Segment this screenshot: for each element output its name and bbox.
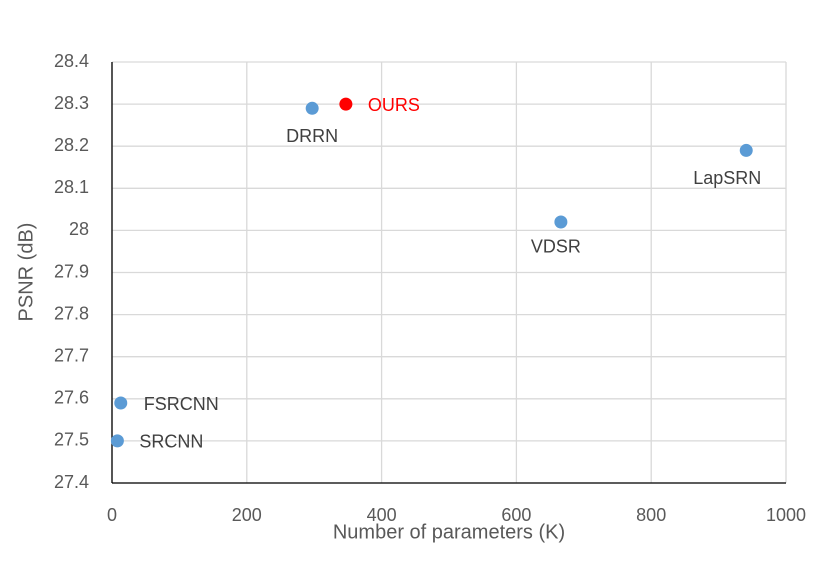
y-tick-label: 27.5	[54, 430, 89, 450]
point	[110, 434, 124, 448]
x-tick-label: 600	[501, 505, 531, 525]
point	[114, 396, 128, 410]
y-tick-label: 27.4	[54, 472, 89, 492]
x-tick-label: 0	[107, 505, 117, 525]
y-tick-label: 27.8	[54, 303, 89, 323]
y-tick-label: 28.1	[54, 177, 89, 197]
point-label: SRCNN	[139, 432, 203, 452]
x-tick-label: 1000	[766, 505, 806, 525]
point-label: OURS	[368, 95, 420, 115]
y-tick-label: 27.9	[54, 261, 89, 281]
x-tick-label: 800	[636, 505, 666, 525]
point-label: FSRCNN	[144, 394, 219, 414]
x-axis-title: Number of parameters (K)	[333, 521, 565, 543]
x-tick-label: 400	[367, 505, 397, 525]
point	[554, 215, 568, 229]
x-tick-label: 200	[232, 505, 262, 525]
y-axis-title: PSNR (dB)	[15, 223, 37, 322]
y-tick-label: 28.3	[54, 93, 89, 113]
y-tick-label: 27.6	[54, 388, 89, 408]
y-tick-label: 28.4	[54, 51, 89, 71]
y-tick-label: 28	[69, 219, 89, 239]
y-tick-label: 27.7	[54, 345, 89, 365]
y-tick-label: 28.2	[54, 135, 89, 155]
point-label: VDSR	[531, 237, 581, 257]
point-label: DRRN	[286, 126, 338, 146]
point-label: LapSRN	[693, 168, 761, 188]
point	[339, 97, 353, 111]
point	[739, 143, 753, 157]
point	[305, 101, 319, 115]
